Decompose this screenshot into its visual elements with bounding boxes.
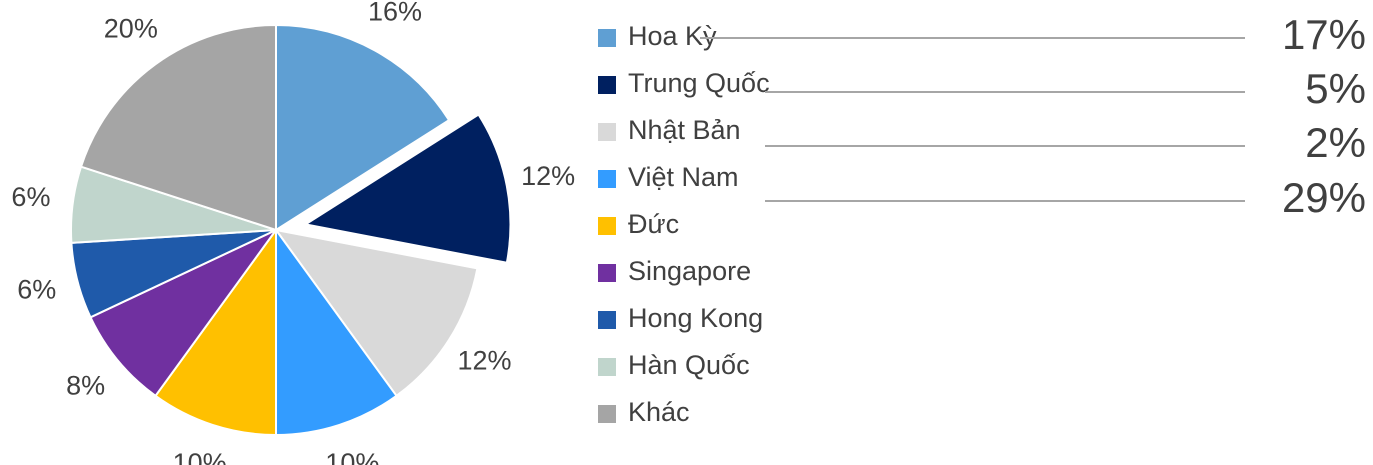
data-label: 10% (325, 448, 379, 465)
legend-swatch (598, 217, 616, 235)
data-label: 6% (17, 275, 56, 305)
legend-label: Trung Quốc (628, 68, 770, 98)
legend-swatch (598, 123, 616, 141)
annotation: 5% (1305, 65, 1366, 112)
legend-swatch (598, 76, 616, 94)
pie-slice (302, 113, 512, 264)
pie-slice (275, 226, 398, 437)
data-label: 20% (104, 13, 158, 43)
pie-slice (79, 23, 277, 232)
legend-label: Đức (628, 209, 679, 239)
data-label: 12% (458, 345, 512, 375)
pie-slice (89, 229, 277, 398)
legend-label: Nhật Bản (628, 115, 741, 145)
pie-slice (273, 228, 479, 398)
annotation: 17% (1282, 11, 1366, 58)
annotation: 29% (1282, 174, 1366, 221)
legend-label: Việt Nam (628, 162, 739, 192)
legend-swatch (598, 358, 616, 376)
legend-label: Hàn Quốc (628, 350, 750, 380)
legend-label: Hoa Kỳ (628, 21, 717, 51)
legend-swatch (598, 29, 616, 47)
data-label: 8% (66, 371, 105, 401)
data-label: 12% (521, 161, 575, 191)
legend-swatch (598, 311, 616, 329)
legend-swatch (598, 264, 616, 282)
legend-swatch (598, 405, 616, 423)
legend-label: Khác (628, 397, 690, 427)
legend-swatch (598, 170, 616, 188)
legend-label: Singapore (628, 256, 751, 286)
data-label: 10% (173, 448, 227, 465)
data-label: 6% (11, 182, 50, 212)
data-label: 16% (368, 0, 422, 27)
pie-slice (154, 226, 277, 437)
pie-slice (275, 23, 451, 232)
legend-label: Hong Kong (628, 303, 763, 333)
annotation: 2% (1305, 119, 1366, 166)
